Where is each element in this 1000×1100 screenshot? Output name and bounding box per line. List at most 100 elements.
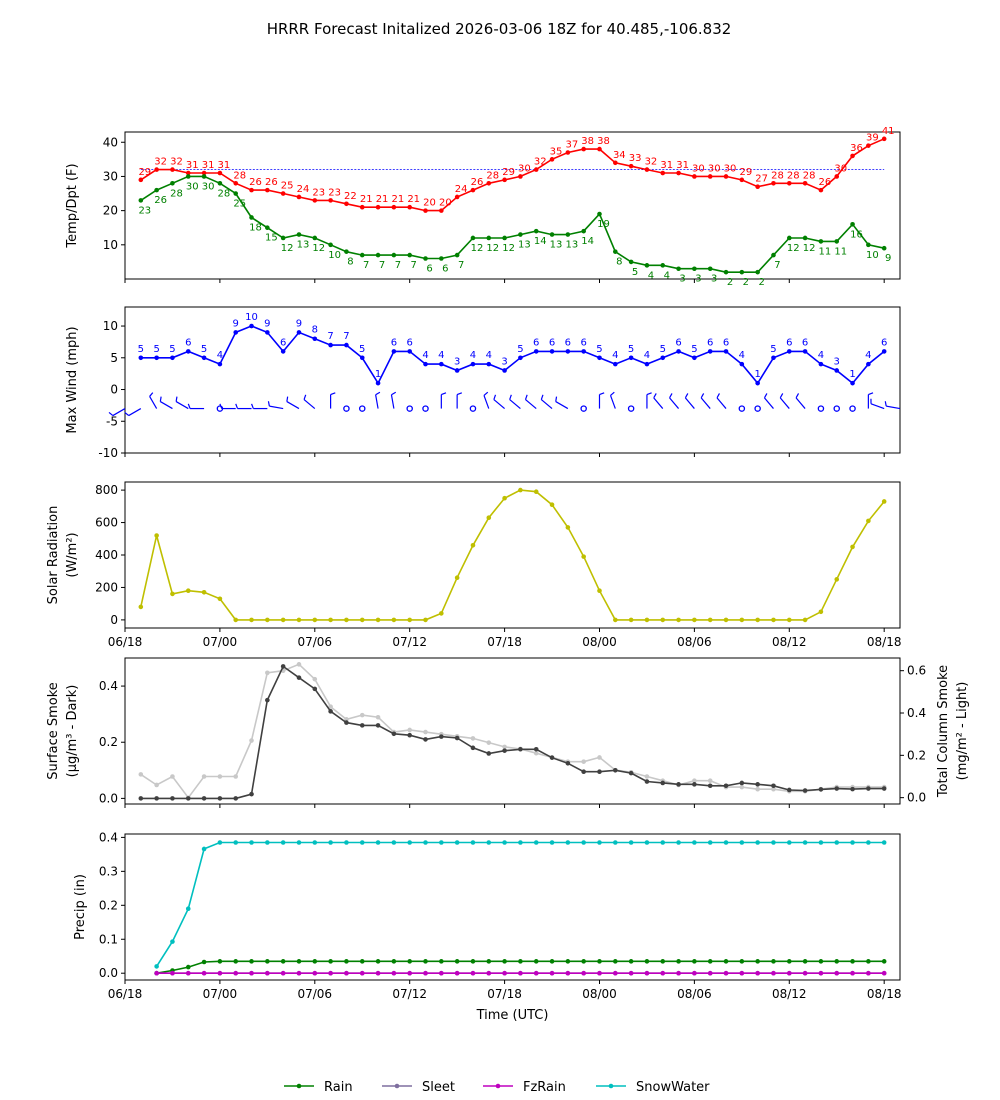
data-point (154, 970, 159, 976)
temp-data-label: 29 (138, 167, 151, 178)
data-point (786, 970, 792, 976)
data-point (628, 355, 634, 361)
data-point (185, 964, 191, 970)
wind-barb (493, 399, 505, 410)
data-point (265, 225, 270, 231)
xtick-label: 07/18 (487, 987, 522, 1001)
data-point (771, 617, 776, 623)
data-point (249, 187, 254, 193)
wind-data-label: 4 (438, 350, 444, 361)
data-point (296, 840, 302, 845)
data-point (597, 769, 602, 775)
data-point (533, 167, 539, 172)
data-point (359, 840, 365, 845)
data-point (375, 617, 381, 623)
data-point (802, 840, 808, 845)
dewpoint-data-label: 13 (565, 240, 578, 251)
data-point (138, 198, 144, 203)
data-point (439, 361, 444, 367)
data-point (328, 970, 333, 976)
data-point (280, 191, 286, 196)
data-point (597, 840, 602, 845)
data-point (407, 252, 412, 258)
dewpoint-data-label: 13 (297, 240, 310, 251)
data-point (881, 349, 887, 354)
wind-barb-flag (493, 394, 497, 400)
temp-data-label: 31 (676, 160, 689, 171)
data-point (771, 180, 776, 186)
data-point (723, 783, 729, 789)
wind-data-label: 3 (454, 356, 460, 367)
data-point (486, 840, 492, 845)
temp-data-label: 30 (518, 163, 531, 174)
xtick-label: 08/12 (772, 635, 807, 649)
temp-data-label: 28 (771, 170, 784, 181)
data-point (850, 970, 855, 976)
wind-barb-flag (700, 393, 705, 399)
ylabel-right-smoke: Total Column Smoke (936, 665, 951, 798)
data-point (644, 263, 650, 268)
data-point (454, 252, 460, 258)
wind-barb-flag (795, 393, 800, 399)
data-point (217, 180, 223, 186)
data-point (439, 611, 444, 616)
data-point (201, 590, 207, 595)
data-point (518, 840, 523, 845)
ytick-label-precip: 0.4 (99, 830, 118, 844)
data-point (217, 796, 223, 801)
temp-data-label: 24 (297, 184, 310, 195)
ytick-label-wind: -5 (106, 414, 118, 428)
dewpoint-data-label: 12 (787, 243, 800, 254)
wind-barbs (108, 391, 901, 417)
data-point (786, 840, 792, 845)
data-point (359, 723, 365, 728)
ytick-label-wind: -10 (98, 446, 118, 460)
data-point (739, 617, 745, 623)
data-point (423, 208, 428, 213)
wind-data-label: 5 (596, 344, 602, 355)
data-point (786, 349, 792, 354)
dewpoint-data-label: 25 (233, 199, 246, 210)
data-point (692, 970, 697, 976)
legend-item-snowwater: SnowWater (596, 1080, 710, 1095)
wind-barb-calm (469, 405, 477, 412)
wind-data-label: 9 (264, 318, 270, 329)
data-point (834, 840, 840, 845)
temp-data-label: 32 (645, 157, 658, 168)
wind-barb-calm (358, 405, 366, 412)
data-point (676, 617, 681, 623)
data-point (850, 786, 855, 792)
data-point (565, 349, 571, 354)
data-point (280, 959, 286, 964)
data-point (613, 160, 618, 166)
data-point (692, 355, 697, 361)
wind-barb-calm (580, 405, 587, 412)
wind-barb-flag (219, 403, 223, 409)
data-point (249, 617, 254, 623)
data-point (344, 840, 349, 845)
data-point (866, 786, 871, 791)
data-point (470, 235, 476, 241)
data-point (439, 959, 444, 964)
data-point (644, 617, 650, 623)
dewpoint-data-label: 3 (711, 274, 717, 285)
data-point (707, 266, 713, 272)
data-point (771, 959, 776, 964)
series-line (155, 841, 885, 967)
data-point (280, 617, 286, 623)
data-point (565, 525, 571, 530)
legend-label: FzRain (523, 1080, 566, 1095)
data-point (818, 609, 824, 615)
data-point (280, 840, 286, 845)
wind-barb-flag (303, 394, 307, 400)
wind-barb-calm (817, 405, 825, 412)
data-point (328, 342, 333, 348)
data-point (881, 136, 887, 142)
data-point (265, 959, 270, 964)
data-point (866, 959, 871, 964)
data-point (850, 380, 855, 386)
wind-barb (525, 399, 537, 410)
ytick-label-temp: 10 (103, 238, 118, 252)
data-point (866, 242, 871, 248)
data-point (755, 970, 760, 976)
